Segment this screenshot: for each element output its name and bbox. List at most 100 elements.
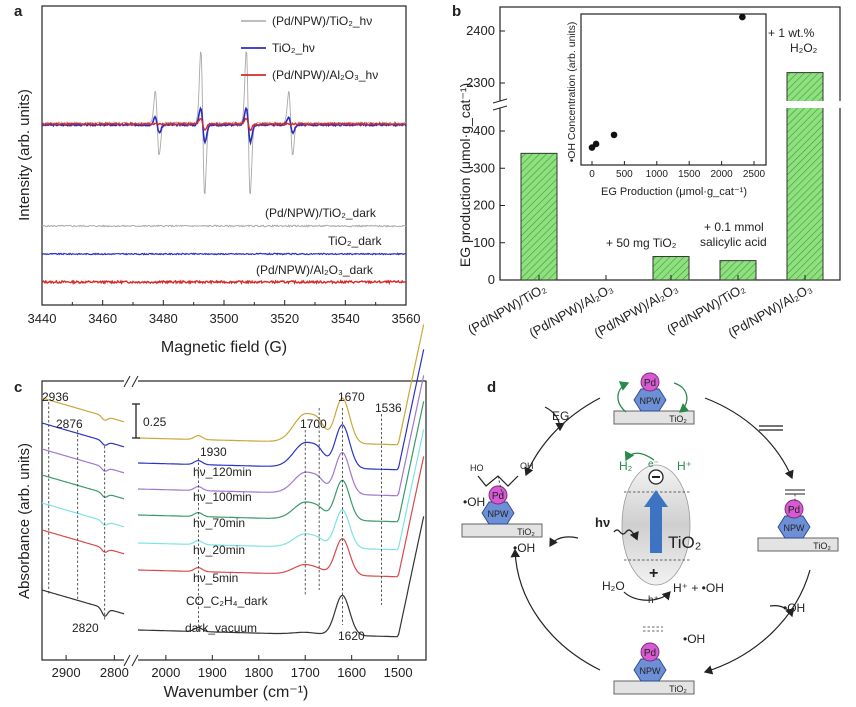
annotation: H₂O₂ (790, 41, 818, 55)
cycle-arrow (704, 397, 794, 480)
x-tick-label: 3560 (392, 311, 421, 326)
npw-label: NPW (640, 666, 662, 676)
inset-x-tick-label: 1500 (678, 169, 701, 180)
panel-c-traces (41, 324, 425, 638)
electron-transfer-arrow (673, 382, 690, 413)
axis-break-top (124, 376, 138, 386)
eg-label: EG (552, 409, 569, 423)
trace-label: hν_100min (193, 490, 252, 504)
panel-c-x-ticks: 2900 2800 2000 1900 1800 1700 1600 1500 (52, 655, 413, 680)
dark-label: TiO₂_dark (328, 234, 383, 248)
oh-group-label: OH (520, 461, 534, 471)
ftir-trace (138, 324, 425, 446)
inset-point (739, 13, 746, 21)
peak-label: 1536 (375, 401, 402, 415)
panel-c-frame (41, 380, 427, 661)
catalyst-unit-left: TiO₂ NPW Pd (461, 485, 543, 538)
panel-a-ylabel: Intensity (arb. units) (16, 89, 33, 221)
panel-b-letter: b (452, 3, 461, 20)
catalyst-unit-top: TiO₂ NPW Pd (613, 372, 695, 425)
annotation: salicylic acid (700, 235, 767, 249)
hv-label: hν (595, 515, 610, 530)
npw-label: NPW (488, 509, 510, 519)
ftir-trace (41, 474, 125, 500)
pd-label: Pd (644, 648, 656, 659)
bar (520, 152, 558, 281)
electron-transfer-arrow (617, 381, 630, 413)
break-mark (492, 98, 508, 104)
y-tick-label: 400 (473, 123, 495, 138)
epr-trace (41, 117, 407, 132)
panel-c-ylabel: Absorbance (arb. units) (16, 443, 33, 599)
electron-label: e⁻ (648, 459, 659, 470)
ftir-trace (138, 516, 425, 638)
npw-cluster (633, 658, 667, 682)
panel-b: b 0 100 200 300 400 2300 2400 (Pd/NPW)/TiO₂(Pd… (452, 3, 846, 341)
panel-c-xlabel: Wavenumber (cm⁻¹) (164, 684, 309, 701)
inset-frame (580, 13, 767, 166)
pd-particle (488, 485, 508, 505)
x-break-marks (123, 375, 139, 667)
pd-label: Pd (644, 378, 656, 389)
npw-label: NPW (784, 523, 806, 533)
epr-trace (41, 106, 407, 146)
annotation: + 50 mg TiO₂ (606, 236, 677, 250)
ftir-trace (138, 429, 425, 551)
tio2-support-label: TiO₂ (813, 541, 831, 551)
axis-break-right (834, 101, 846, 108)
legend-entry: (Pd/NPW)/TiO₂_hν (272, 14, 372, 28)
panel-b-ylabel: EG production (μmol·g_cat⁻¹) (457, 83, 473, 267)
oh-arrow (769, 605, 795, 618)
y-tick-label: 200 (473, 198, 495, 213)
y-tick-label: 2300 (466, 75, 495, 90)
inset-x-tick-label: 2000 (710, 169, 733, 180)
peak-label: 2936 (42, 390, 69, 404)
oh-label: •OH (783, 601, 805, 615)
pd-particle (640, 642, 660, 662)
pd-particle (640, 372, 660, 392)
axis-break-bottom (124, 655, 138, 665)
h2-label: H₂ (619, 459, 633, 473)
cycle-arrow (703, 569, 811, 675)
x-tick-label: 2900 (52, 665, 81, 680)
cycle-arrow (524, 397, 601, 477)
epr-trace (41, 224, 407, 228)
epr-trace (41, 252, 407, 256)
oh-arrow (549, 536, 579, 548)
y-tick-label: 100 (473, 235, 495, 250)
x-tick-label: 1800 (244, 665, 273, 680)
peak-label: 2820 (72, 621, 99, 635)
ftir-trace (138, 349, 425, 471)
y-tick-label: 0 (488, 272, 495, 287)
panel-a-frame (41, 5, 407, 306)
panel-d: d EG •OH •OH TiO₂ NPW Pd TiO₂ NPW Pd TiO₂ NPW Pd… (461, 372, 839, 695)
ftir-trace (41, 422, 125, 448)
inset-x-tick-label: 500 (616, 169, 633, 180)
tio2-support-label: TiO₂ (517, 527, 535, 537)
inset-content: 0 500 1000 1500 2000 2500 (588, 13, 766, 180)
panel-a-x-ticks: 3440 3460 3480 3500 3520 3540 3560 (28, 300, 421, 326)
panel-a-legend: (Pd/NPW)/TiO₂_hν TiO₂_hν (Pd/NPW)/Al₂O₃_… (241, 14, 378, 82)
scale-bar-label: 0.25 (143, 415, 167, 429)
inset-point (592, 140, 600, 148)
peak-label: 1700 (300, 417, 327, 431)
npw-label: NPW (640, 396, 662, 406)
hole-label: h⁺ (648, 595, 659, 606)
inset-x-tick-label: 0 (589, 169, 595, 180)
pd-label: Pd (492, 491, 504, 502)
light-wave-icon (613, 529, 639, 541)
dark-label: (Pd/NPW)/TiO₂_dark (265, 206, 377, 220)
hplus-label: H⁺ (677, 459, 692, 473)
hplus-oh-label: H⁺ + •OH (673, 581, 724, 595)
x-tick-label: 1700 (291, 665, 320, 680)
peak-label: 2876 (56, 417, 83, 431)
inset-x-tick-label: 1000 (646, 169, 669, 180)
trace-label: dark_vacuum (185, 621, 257, 635)
ftir-trace (138, 456, 425, 578)
tio2-support-label: TiO₂ (669, 684, 687, 694)
break-mark (492, 105, 508, 111)
h2-evolution-arrow (624, 450, 655, 462)
trace-label: hν_120min (193, 465, 252, 479)
npw-cluster (777, 515, 811, 539)
trace-label: hν_20min (193, 543, 245, 557)
